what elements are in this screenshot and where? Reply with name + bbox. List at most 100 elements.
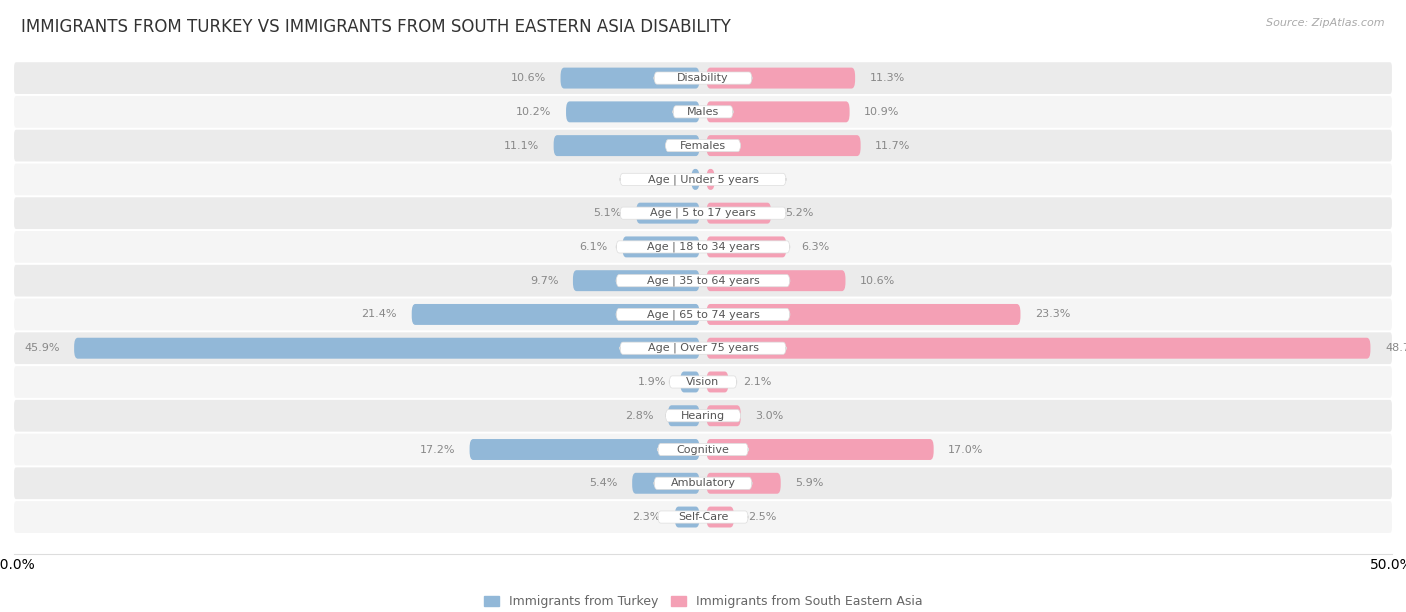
FancyBboxPatch shape [654,72,752,84]
FancyBboxPatch shape [14,400,1392,431]
Text: Self-Care: Self-Care [678,512,728,522]
Text: 2.5%: 2.5% [748,512,778,522]
Text: 1.9%: 1.9% [637,377,666,387]
Text: 5.1%: 5.1% [593,208,621,218]
Text: Age | 5 to 17 years: Age | 5 to 17 years [650,208,756,218]
Text: 17.2%: 17.2% [419,444,456,455]
FancyBboxPatch shape [14,366,1392,398]
FancyBboxPatch shape [707,67,855,89]
FancyBboxPatch shape [572,271,699,291]
Text: Ambulatory: Ambulatory [671,478,735,488]
FancyBboxPatch shape [707,135,860,156]
FancyBboxPatch shape [14,96,1392,128]
FancyBboxPatch shape [707,338,1371,359]
FancyBboxPatch shape [707,203,770,223]
Text: Females: Females [681,141,725,151]
FancyBboxPatch shape [14,197,1392,229]
Text: 5.2%: 5.2% [786,208,814,218]
FancyBboxPatch shape [14,434,1392,465]
Text: Disability: Disability [678,73,728,83]
FancyBboxPatch shape [707,473,780,494]
FancyBboxPatch shape [14,163,1392,195]
FancyBboxPatch shape [669,376,737,388]
Text: 10.6%: 10.6% [860,275,896,286]
FancyBboxPatch shape [616,308,790,321]
FancyBboxPatch shape [14,299,1392,330]
Text: Age | 65 to 74 years: Age | 65 to 74 years [647,309,759,319]
FancyBboxPatch shape [633,473,699,494]
Text: 2.3%: 2.3% [631,512,661,522]
FancyBboxPatch shape [14,332,1392,364]
FancyBboxPatch shape [620,342,786,354]
Text: 17.0%: 17.0% [948,444,984,455]
FancyBboxPatch shape [620,207,786,219]
Text: 10.6%: 10.6% [510,73,546,83]
Text: 3.0%: 3.0% [755,411,783,420]
Text: 48.7%: 48.7% [1385,343,1406,353]
Text: Males: Males [688,107,718,117]
Text: 10.9%: 10.9% [865,107,900,117]
FancyBboxPatch shape [14,265,1392,297]
FancyBboxPatch shape [681,371,699,392]
FancyBboxPatch shape [470,439,699,460]
Text: 2.8%: 2.8% [624,411,654,420]
Text: Vision: Vision [686,377,720,387]
Text: Hearing: Hearing [681,411,725,420]
FancyBboxPatch shape [707,236,786,258]
Text: 5.9%: 5.9% [796,478,824,488]
FancyBboxPatch shape [668,405,699,426]
FancyBboxPatch shape [14,468,1392,499]
Text: 11.7%: 11.7% [875,141,911,151]
Text: 45.9%: 45.9% [24,343,59,353]
FancyBboxPatch shape [673,106,733,118]
Text: Age | 35 to 64 years: Age | 35 to 64 years [647,275,759,286]
Text: 2.1%: 2.1% [742,377,772,387]
FancyBboxPatch shape [692,169,699,190]
Text: Age | Over 75 years: Age | Over 75 years [648,343,758,354]
FancyBboxPatch shape [658,444,748,455]
FancyBboxPatch shape [665,140,741,152]
FancyBboxPatch shape [707,439,934,460]
FancyBboxPatch shape [707,371,728,392]
FancyBboxPatch shape [616,275,790,287]
Text: Source: ZipAtlas.com: Source: ZipAtlas.com [1267,18,1385,28]
FancyBboxPatch shape [654,477,752,490]
Text: IMMIGRANTS FROM TURKEY VS IMMIGRANTS FROM SOUTH EASTERN ASIA DISABILITY: IMMIGRANTS FROM TURKEY VS IMMIGRANTS FRO… [21,18,731,36]
FancyBboxPatch shape [75,338,699,359]
FancyBboxPatch shape [707,405,741,426]
Text: 10.2%: 10.2% [516,107,551,117]
FancyBboxPatch shape [637,203,699,223]
FancyBboxPatch shape [707,271,845,291]
FancyBboxPatch shape [567,102,699,122]
FancyBboxPatch shape [554,135,699,156]
FancyBboxPatch shape [675,507,699,528]
FancyBboxPatch shape [658,511,748,523]
FancyBboxPatch shape [14,130,1392,162]
Text: 9.7%: 9.7% [530,275,558,286]
Text: 6.1%: 6.1% [579,242,607,252]
Text: Cognitive: Cognitive [676,444,730,455]
Text: Age | Under 5 years: Age | Under 5 years [648,174,758,185]
FancyBboxPatch shape [707,304,1021,325]
FancyBboxPatch shape [561,67,699,89]
FancyBboxPatch shape [707,169,714,190]
FancyBboxPatch shape [14,231,1392,263]
FancyBboxPatch shape [707,102,849,122]
Text: 11.3%: 11.3% [870,73,905,83]
Legend: Immigrants from Turkey, Immigrants from South Eastern Asia: Immigrants from Turkey, Immigrants from … [484,595,922,608]
FancyBboxPatch shape [412,304,699,325]
Text: 5.4%: 5.4% [589,478,617,488]
FancyBboxPatch shape [707,507,734,528]
Text: 1.1%: 1.1% [648,174,676,184]
Text: 21.4%: 21.4% [361,310,396,319]
FancyBboxPatch shape [14,62,1392,94]
FancyBboxPatch shape [616,241,790,253]
FancyBboxPatch shape [14,501,1392,533]
Text: 23.3%: 23.3% [1035,310,1070,319]
FancyBboxPatch shape [620,173,786,185]
FancyBboxPatch shape [623,236,699,258]
Text: Age | 18 to 34 years: Age | 18 to 34 years [647,242,759,252]
Text: 6.3%: 6.3% [801,242,830,252]
FancyBboxPatch shape [665,409,741,422]
Text: 1.1%: 1.1% [730,174,758,184]
